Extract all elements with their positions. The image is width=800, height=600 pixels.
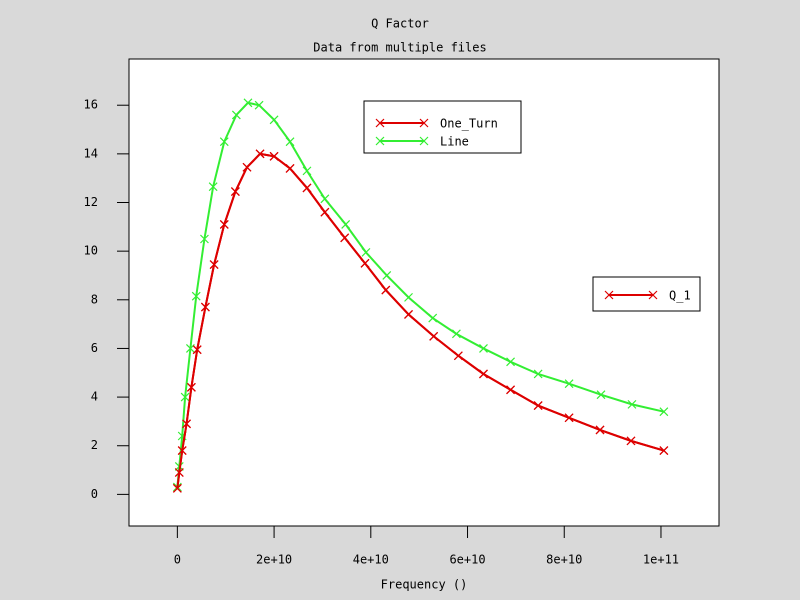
data-point xyxy=(302,166,312,176)
x-tick-label: 4e+10 xyxy=(353,553,389,567)
y-tick-label: 6 xyxy=(91,341,98,355)
data-point xyxy=(254,100,264,110)
y-tick-label: 8 xyxy=(91,292,98,306)
data-point xyxy=(219,137,229,147)
data-point xyxy=(404,309,413,319)
data-point xyxy=(182,419,191,429)
y-tick-label: 2 xyxy=(91,438,98,452)
data-point xyxy=(302,183,312,193)
y-tick-label: 14 xyxy=(84,146,98,160)
data-point xyxy=(208,182,218,192)
data-point xyxy=(429,331,439,341)
data-point xyxy=(174,468,184,477)
legend-marker xyxy=(419,136,429,146)
legend-marker xyxy=(419,118,429,128)
data-point xyxy=(341,219,351,229)
data-point xyxy=(506,385,515,395)
legend-box xyxy=(363,100,522,154)
data-point xyxy=(200,302,210,312)
x-tick-label: 2e+10 xyxy=(256,553,292,567)
data-point xyxy=(255,149,265,159)
legend-marker xyxy=(375,118,385,128)
x-tick-label: 8e+10 xyxy=(546,553,582,567)
data-point xyxy=(533,369,543,379)
data-point xyxy=(659,407,669,417)
data-point xyxy=(595,425,605,435)
data-point xyxy=(320,207,330,217)
data-point xyxy=(428,313,438,323)
data-point xyxy=(177,446,187,456)
data-point xyxy=(360,258,370,268)
data-point xyxy=(200,234,209,244)
data-point xyxy=(180,392,190,402)
data-point xyxy=(453,351,463,361)
data-point xyxy=(269,115,279,125)
data-point xyxy=(219,219,229,229)
y-tick-label: 16 xyxy=(84,98,98,112)
y-tick-label: 12 xyxy=(84,195,98,209)
data-point xyxy=(564,413,574,423)
data-point xyxy=(479,369,488,379)
data-point xyxy=(186,382,196,392)
data-point xyxy=(506,357,515,367)
data-point xyxy=(659,446,669,456)
chart-subtitle: Data from multiple files xyxy=(313,41,486,55)
data-point xyxy=(533,401,543,411)
data-point xyxy=(479,344,488,353)
legend-label: One_Turn xyxy=(440,117,498,131)
data-point xyxy=(361,247,371,257)
legend-marker xyxy=(375,136,385,146)
data-point xyxy=(269,151,279,161)
data-point xyxy=(451,329,461,339)
data-point xyxy=(381,285,391,295)
data-point xyxy=(285,164,295,173)
data-point xyxy=(382,271,392,280)
y-tick-label: 0 xyxy=(91,487,98,501)
legend-label: Q_1 xyxy=(669,289,691,303)
y-tick-label: 4 xyxy=(91,390,98,404)
data-point xyxy=(243,98,253,108)
data-point xyxy=(285,137,295,147)
data-point xyxy=(564,379,574,389)
data-point xyxy=(192,345,202,355)
data-point xyxy=(209,260,219,269)
data-point xyxy=(404,292,413,302)
y-tick-label: 10 xyxy=(84,244,98,258)
x-axis-label: Frequency () xyxy=(381,578,468,592)
data-point xyxy=(626,436,636,446)
data-point xyxy=(230,187,240,196)
data-point xyxy=(172,483,182,493)
legend-marker xyxy=(648,290,658,300)
data-point xyxy=(242,162,252,172)
data-point xyxy=(191,291,201,301)
x-tick-label: 0 xyxy=(174,553,181,567)
data-point xyxy=(320,194,330,204)
data-point xyxy=(596,390,606,400)
data-point xyxy=(627,399,637,409)
legend-label: Line xyxy=(440,135,469,149)
x-tick-label: 6e+10 xyxy=(449,553,485,567)
chart-title: Q Factor xyxy=(371,17,429,31)
data-point xyxy=(340,233,350,243)
x-tick-label: 1e+11 xyxy=(643,553,679,567)
legend-marker xyxy=(604,290,614,300)
data-point xyxy=(231,110,241,120)
